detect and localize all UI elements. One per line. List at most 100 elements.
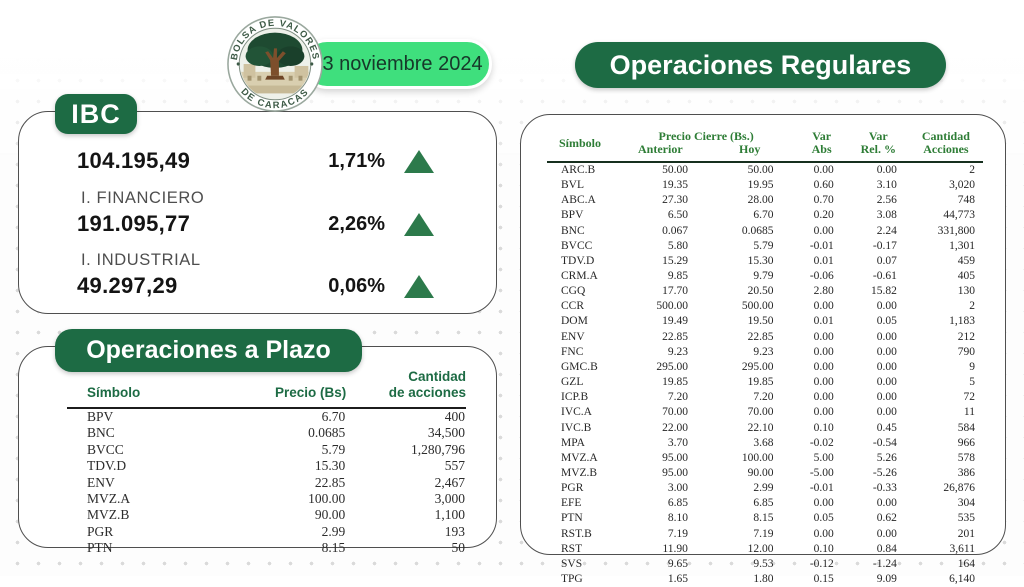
today-close-cell: 90.00	[747, 467, 774, 479]
ibc-badge-text: IBC	[71, 98, 121, 129]
var-rel-cell: 0.00	[876, 360, 897, 373]
symbol-cell: ICP.B	[561, 391, 589, 404]
symbol-cell: PTN	[561, 512, 583, 525]
prev-close-cell: 22.00	[662, 421, 688, 434]
index-label: I. FINANCIERO	[81, 188, 205, 207]
prev-close-cell: 15.29	[662, 254, 688, 267]
var-abs-cell: 0.00	[813, 360, 834, 373]
quantity-cell: 2	[969, 163, 975, 176]
table-row: GZL 19.85 19.85 0.00 0.00 5	[547, 375, 983, 390]
today-close-cell: 7.20	[753, 391, 774, 404]
symbol-cell: MVZ.B	[87, 507, 130, 523]
bvc-seal-logo-icon: BOLSA DE VALORES DE CARACAS	[227, 16, 323, 112]
symbol-cell: ENV	[561, 330, 585, 343]
table-row: PGR 2.99 193	[67, 524, 466, 540]
quantity-cell: 201	[957, 527, 975, 540]
var-rel-cell: 0.00	[876, 300, 897, 313]
today-close-cell: 500.00	[741, 300, 774, 313]
quantity-cell: 34,500	[427, 425, 465, 441]
var-abs-cell: 0.00	[813, 527, 834, 540]
var-rel-cell: -0.33	[872, 482, 897, 495]
prev-close-cell: 11.90	[662, 542, 688, 555]
var-rel-cell: 5.26	[876, 451, 897, 464]
today-close-cell: 0.0685	[741, 224, 774, 237]
symbol-cell: MVZ.A	[87, 491, 131, 507]
table-row: BNC 0.0685 34,500	[67, 425, 466, 441]
prev-close-cell: 6.50	[667, 209, 688, 222]
table-row: MVZ.A 95.00 100.00 5.00 5.26 578	[547, 451, 983, 466]
today-close-cell: 9.79	[753, 269, 774, 282]
table-row: RST.B 7.19 7.19 0.00 0.00 201	[547, 527, 983, 542]
var-abs-cell: 0.01	[813, 315, 834, 328]
symbol-cell: CRM.A	[561, 269, 598, 282]
today-close-cell: 100.00	[741, 451, 774, 464]
table-row: MPA 3.70 3.68 -0.02 -0.54 966	[547, 436, 983, 451]
date-badge: 13 noviembre 2024	[302, 39, 492, 89]
prev-close-cell: 95.00	[662, 467, 688, 479]
var-abs-cell: 0.20	[813, 209, 834, 222]
prev-close-cell: 50.00	[662, 163, 688, 176]
var-abs-cell: -0.12	[809, 557, 834, 570]
index-value: 49.297,29	[77, 273, 178, 298]
quantity-cell: 6,140	[949, 573, 975, 586]
var-abs-cell: 0.00	[813, 163, 834, 176]
symbol-cell: IVC.A	[561, 406, 592, 419]
var-abs-cell: 0.60	[813, 179, 834, 192]
prev-close-cell: 5.80	[667, 239, 688, 252]
symbol-cell: DOM	[561, 315, 588, 328]
plazo-table-header: Símbolo Precio (Bs) Cantidad de acciones	[67, 369, 466, 409]
table-row: FNC 9.23 9.23 0.00 0.00 790	[547, 345, 983, 360]
quantity-cell: 557	[444, 458, 465, 474]
var-abs-cell: 2.80	[813, 285, 834, 298]
quantity-cell: 459	[957, 254, 975, 267]
var-rel-cell: 0.05	[876, 315, 897, 328]
quantity-cell: 164	[957, 557, 975, 570]
quantity-cell: 130	[957, 285, 975, 298]
quantity-cell: 9	[969, 360, 975, 373]
index-value: 191.095,77	[77, 210, 191, 236]
var-abs-cell: 0.70	[813, 194, 834, 207]
quantity-cell: 578	[957, 451, 975, 464]
today-close-cell: 8.15	[753, 512, 774, 525]
var-abs-cell: 0.00	[813, 376, 834, 389]
index-percent: 2,26%	[328, 212, 385, 235]
today-close-cell: 9.53	[753, 557, 774, 570]
quantity-cell: 11	[963, 406, 975, 419]
price-cell: 8.15	[321, 540, 346, 556]
prev-close-cell: 9.85	[667, 269, 688, 282]
prev-close-cell: 7.20	[667, 391, 688, 404]
table-row: PTN 8.15 50	[67, 540, 466, 556]
symbol-cell: BPV	[87, 409, 114, 425]
var-abs-cell: 0.10	[813, 542, 834, 555]
table-row: ENV 22.85 22.85 0.00 0.00 212	[547, 330, 983, 345]
prev-close-cell: 17.70	[662, 285, 688, 298]
quantity-cell: 26,876	[943, 482, 975, 495]
var-rel-cell: -0.61	[872, 269, 897, 282]
today-close-cell: 20.50	[747, 285, 774, 298]
symbol-cell: PGR	[561, 482, 584, 495]
table-row: BVCC 5.79 1,280,796	[67, 442, 466, 458]
prev-close-cell: 3.00	[667, 482, 688, 495]
today-close-cell: 9.23	[753, 345, 774, 358]
quantity-cell: 3,000	[434, 491, 465, 507]
today-close-cell: 15.30	[747, 254, 774, 267]
table-row: CGQ 17.70 20.50 2.80 15.82 130	[547, 284, 983, 299]
prev-close-cell: 8.10	[667, 512, 688, 525]
symbol-cell: IVC.B	[561, 421, 592, 434]
up-triangle-icon	[404, 150, 434, 173]
table-row: BPV 6.70 400	[67, 408, 466, 425]
column-header-var-abs: Var Abs	[811, 129, 832, 157]
var-rel-cell: 0.00	[876, 406, 897, 419]
price-cell: 100.00	[308, 491, 346, 507]
quantity-cell: 748	[957, 194, 975, 207]
today-close-cell: 3.68	[753, 436, 774, 449]
quantity-cell: 2	[969, 300, 975, 313]
table-row: ICP.B 7.20 7.20 0.00 0.00 72	[547, 390, 983, 405]
var-abs-cell: 0.15	[813, 573, 834, 586]
symbol-cell: ENV	[87, 474, 115, 490]
symbol-cell: TDV.D	[87, 458, 127, 474]
quantity-cell: 966	[957, 436, 975, 449]
symbol-cell: BVCC	[87, 441, 124, 457]
ibc-row-industrial: I. INDUSTRIAL 49.297,29 0,06%	[77, 251, 434, 299]
plazo-table: Símbolo Precio (Bs) Cantidad de acciones…	[67, 369, 466, 557]
